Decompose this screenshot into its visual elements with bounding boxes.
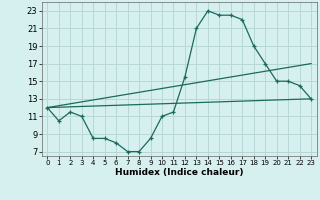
X-axis label: Humidex (Indice chaleur): Humidex (Indice chaleur) xyxy=(115,168,244,177)
